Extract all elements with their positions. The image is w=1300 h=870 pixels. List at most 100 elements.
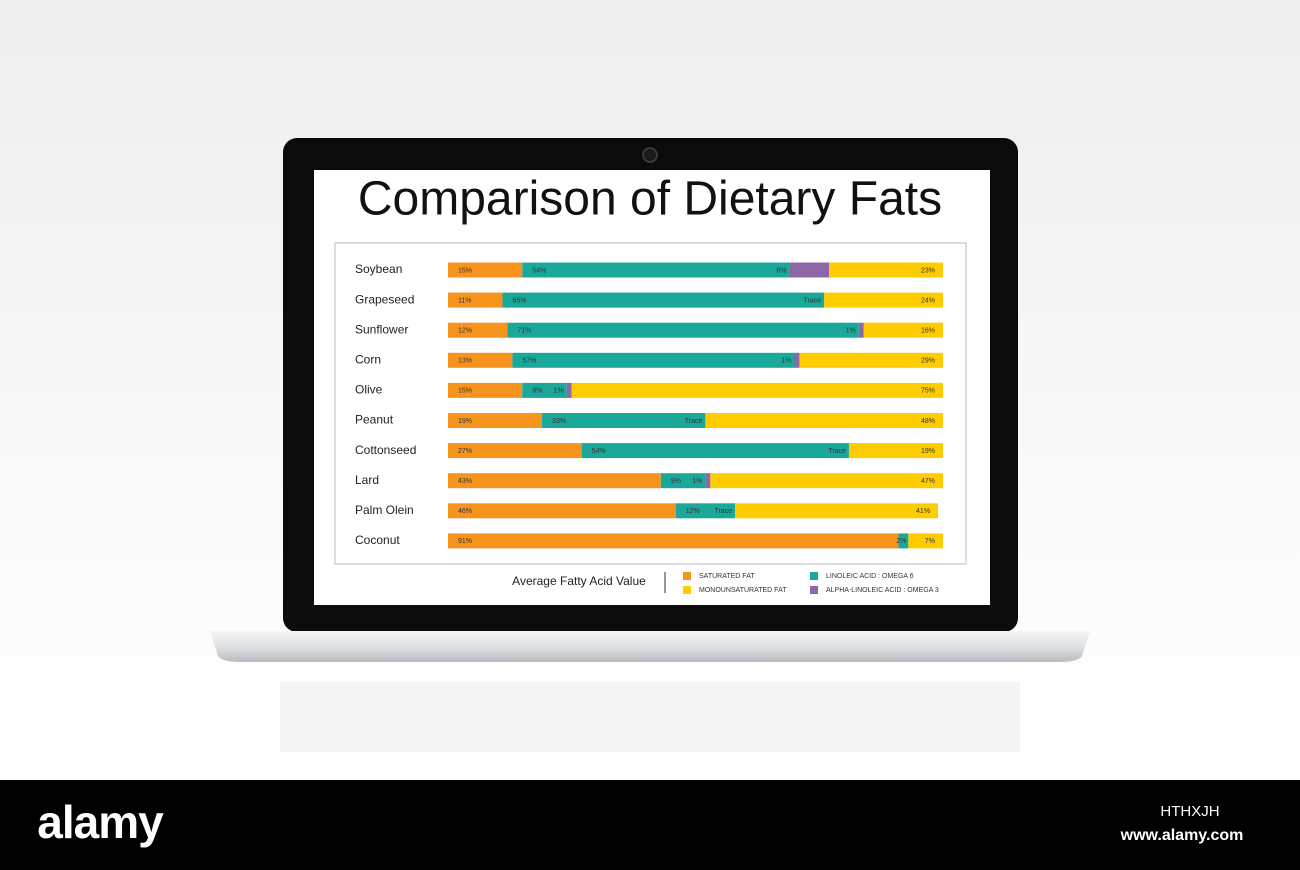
value-label: 41%	[916, 508, 930, 515]
value-label: 47%	[921, 478, 935, 485]
category-label: Soybean	[355, 262, 402, 276]
bar-segment	[581, 443, 849, 459]
value-label: 27%	[458, 448, 472, 455]
value-label: 23%	[921, 267, 935, 274]
bar-segment	[848, 443, 943, 459]
value-label: 1%	[846, 328, 856, 335]
value-label: 12%	[686, 508, 700, 515]
value-label: 33%	[552, 418, 566, 425]
legend-label: SATURATED FAT	[699, 573, 755, 580]
value-label: 9%	[532, 388, 542, 395]
bar-segment	[858, 322, 864, 338]
value-label: 8%	[776, 267, 786, 274]
bar-segment	[502, 292, 825, 308]
value-label: Trace	[714, 508, 732, 515]
bar-segment	[710, 473, 943, 489]
category-label: Grapeseed	[355, 292, 414, 306]
value-label: 71%	[517, 328, 531, 335]
plot-frame	[334, 242, 967, 565]
bar-segment	[863, 322, 943, 338]
webcam	[642, 147, 658, 163]
bar-segment	[448, 413, 543, 428]
chart: Soybean 15% 54% 8% 23% Grapeseed 11% 65% Trace 24…	[355, 262, 943, 594]
value-label: 46%	[458, 508, 472, 515]
bar-segment	[522, 382, 567, 398]
bar-segment	[448, 292, 503, 308]
bar-segment	[908, 533, 943, 549]
value-label: 7%	[925, 538, 935, 545]
value-label: 13%	[458, 358, 472, 365]
value-label: Trace	[685, 418, 703, 425]
category-label: Corn	[355, 352, 381, 366]
value-label: 12%	[458, 328, 472, 335]
value-label: 54%	[592, 448, 606, 455]
value-label: 2%	[896, 538, 906, 545]
legend-swatch	[810, 586, 818, 594]
value-label: 43%	[458, 478, 472, 485]
legend-label: LINOLEIC ACID : OMEGA 6	[826, 573, 914, 580]
bar-segment	[794, 352, 800, 368]
bar-segment	[660, 473, 706, 489]
value-label: 1%	[554, 388, 564, 395]
value-label: 91%	[458, 538, 472, 545]
banner	[0, 780, 1300, 870]
bar-segment	[799, 352, 943, 368]
value-label: 1%	[781, 358, 791, 365]
value-label: 15%	[458, 267, 472, 274]
bar-segment	[448, 352, 513, 368]
bar-segment	[824, 292, 943, 308]
category-label: Lard	[355, 473, 379, 487]
banner-url: www.alamy.com	[1120, 827, 1244, 844]
bar-segment	[675, 503, 736, 519]
bar-segment	[522, 262, 790, 278]
bar-segment	[705, 473, 711, 489]
value-label: 11%	[458, 297, 472, 304]
bar-segment	[448, 503, 676, 519]
legend-swatch	[683, 586, 691, 594]
value-label: 29%	[921, 358, 935, 365]
value-label: 15%	[458, 388, 472, 395]
bar-segment	[448, 382, 523, 398]
category-label: Olive	[355, 383, 383, 397]
legend-swatch	[810, 572, 818, 580]
x-axis-label: Average Fatty Acid Value	[512, 574, 646, 588]
bar-segment	[735, 503, 939, 519]
legend-label: MONOUNSATURATED FAT	[699, 587, 787, 594]
category-label: Sunflower	[355, 322, 408, 336]
category-label: Palm Olein	[355, 503, 414, 517]
value-label: 9%	[671, 478, 681, 485]
bar-segment	[566, 382, 572, 398]
value-label: Trace	[804, 297, 822, 304]
laptop-base	[210, 631, 1090, 662]
banner-id: HTHXJH	[1160, 803, 1219, 820]
bar-segment	[448, 533, 899, 549]
bar-segment	[789, 262, 830, 278]
value-label: 75%	[921, 388, 935, 395]
value-label: 54%	[532, 267, 546, 274]
value-label: Trace	[828, 448, 846, 455]
bar-segment	[448, 443, 582, 459]
bar-segment	[571, 382, 943, 398]
value-label: 19%	[921, 448, 935, 455]
bar-segment	[448, 262, 523, 278]
category-label: Coconut	[355, 533, 400, 547]
bar-segment	[507, 322, 859, 338]
chart-title: Comparison of Dietary Fats	[358, 173, 942, 226]
value-label: 19%	[458, 418, 472, 425]
value-label: 24%	[921, 297, 935, 304]
legend-label: ALPHA-LINOLEIC ACID : OMEGA 3	[826, 587, 939, 594]
value-label: 65%	[512, 297, 526, 304]
value-label: 48%	[921, 418, 935, 425]
bar-segment	[542, 413, 706, 428]
banner-brand: alamy	[37, 796, 164, 848]
bar-segment	[898, 533, 909, 549]
reflection	[280, 682, 1020, 752]
legend-swatch	[683, 572, 691, 580]
bar-segment	[512, 352, 795, 368]
value-label: 57%	[522, 358, 536, 365]
bar-segment	[448, 322, 508, 338]
bar-segment	[829, 262, 943, 278]
value-label: 1%	[692, 478, 702, 485]
value-label: 16%	[921, 328, 935, 335]
